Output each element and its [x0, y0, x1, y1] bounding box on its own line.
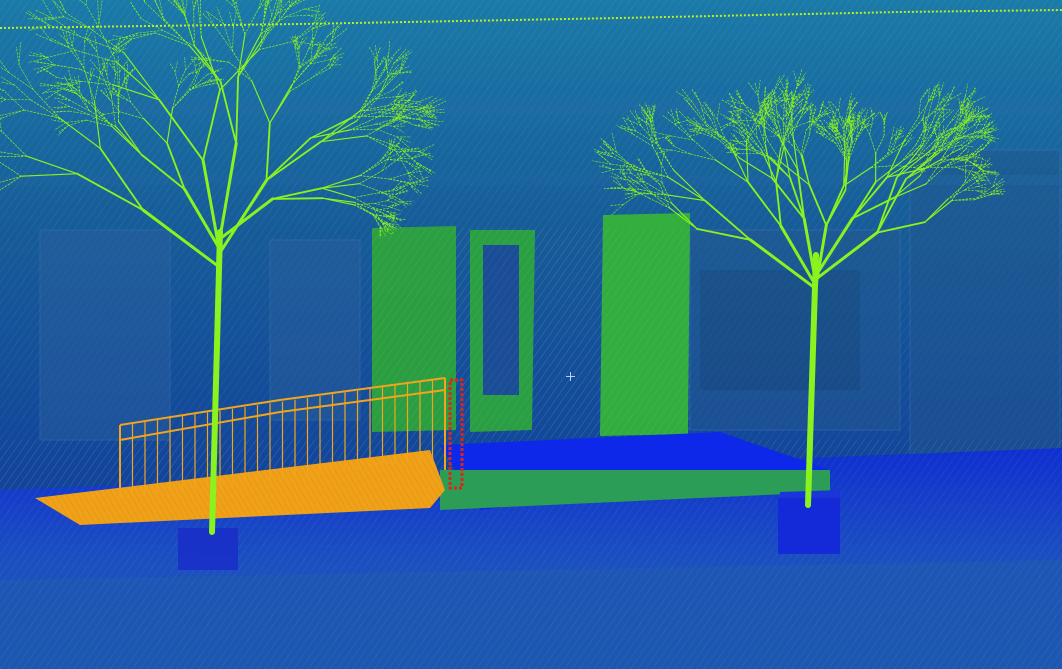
tree-left-points — [0, 0, 447, 535]
ramp-points — [35, 450, 445, 525]
post-points — [448, 378, 464, 490]
door-points — [372, 213, 690, 438]
railing-points — [119, 377, 446, 498]
tree-right-points — [592, 68, 1006, 508]
crosshair-icon — [566, 372, 575, 381]
facade-panels — [0, 100, 1062, 461]
tree-pit-left — [178, 528, 238, 570]
